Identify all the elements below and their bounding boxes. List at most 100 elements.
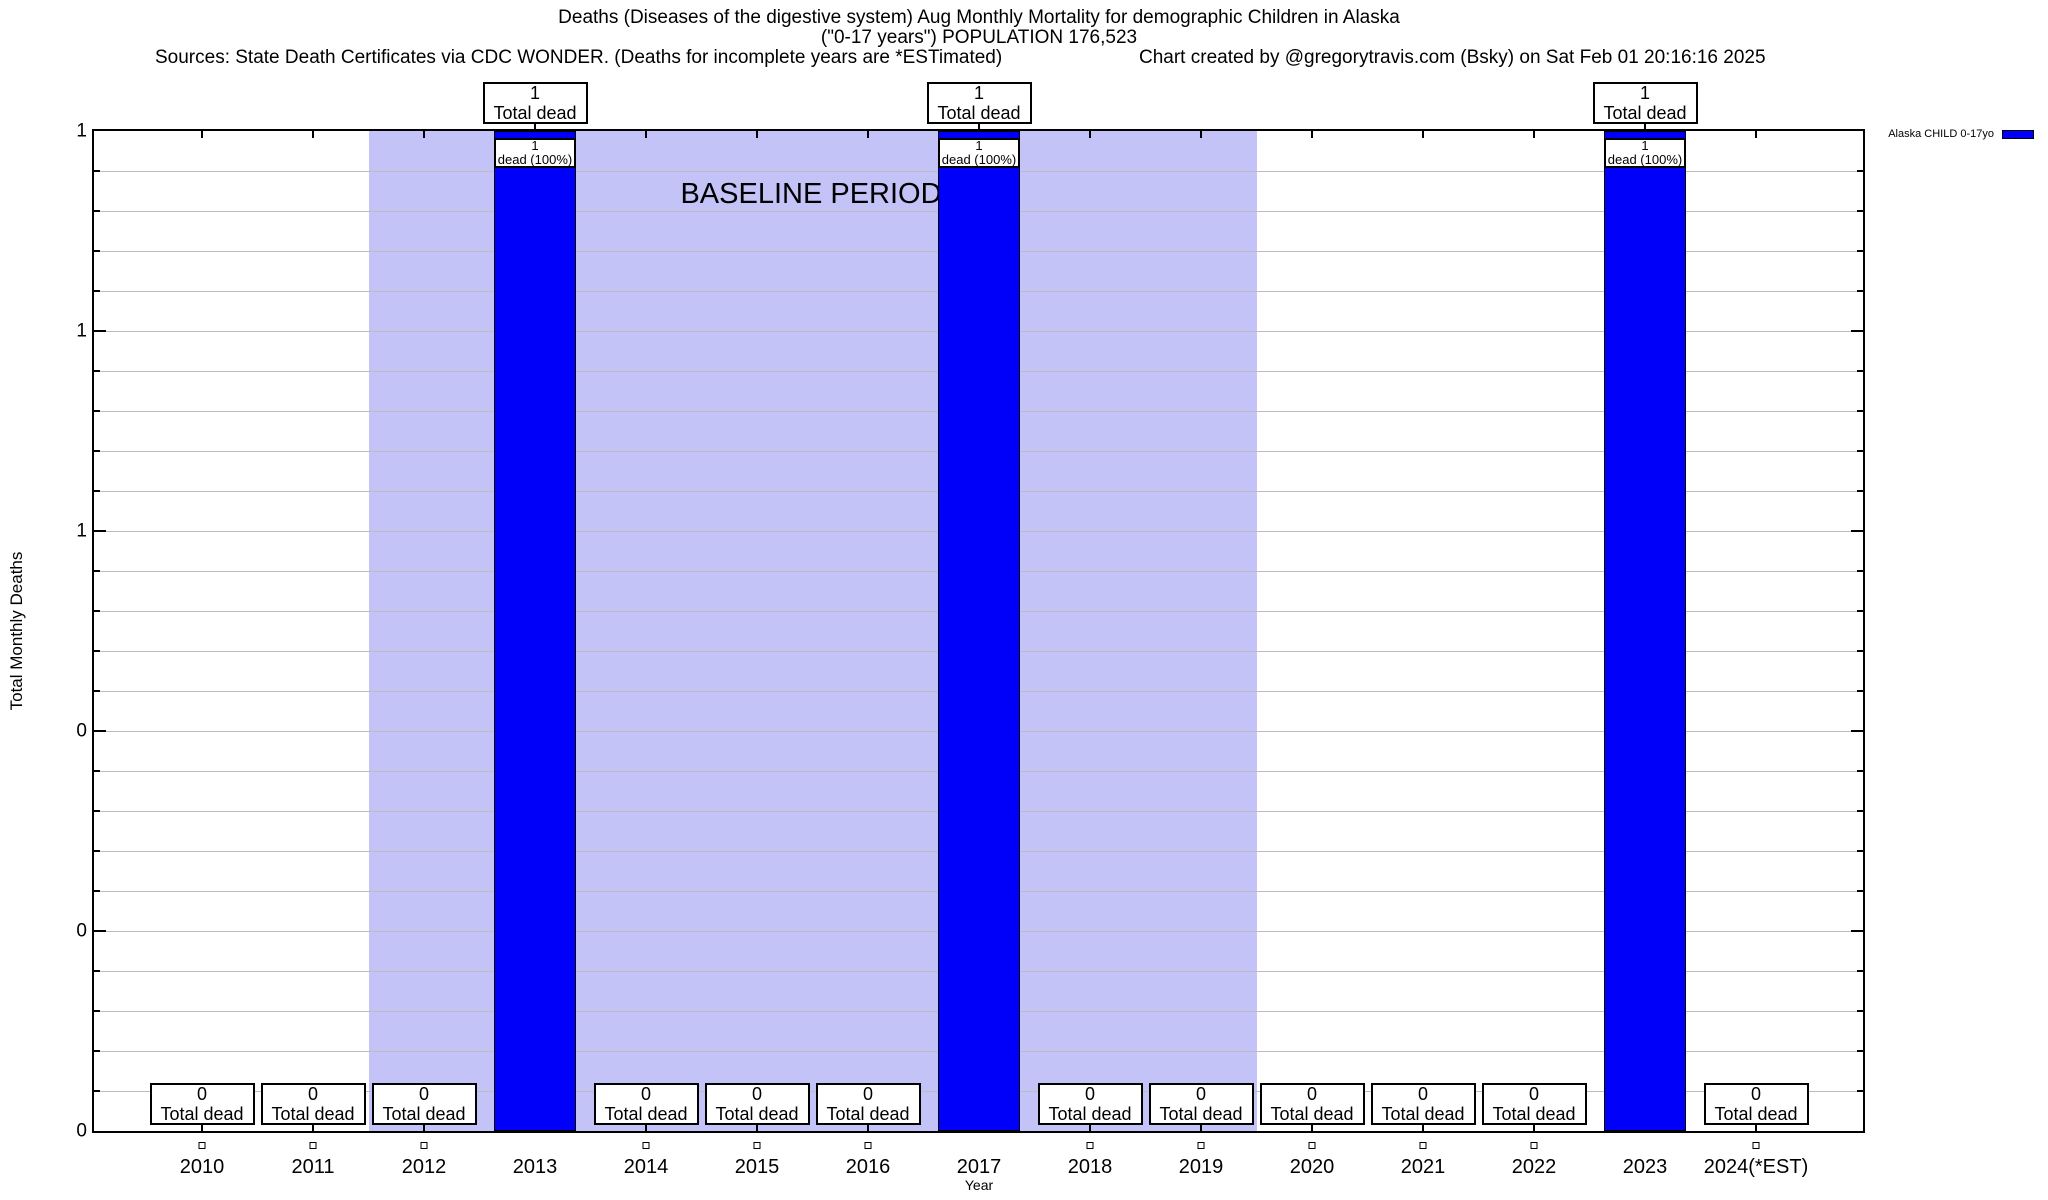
total-dead-box-2016: 0 Total dead [815,1083,921,1125]
box-whisker-2014 [645,1125,647,1131]
y-major-tick-left [94,930,106,932]
y-tick-label: 0 [76,920,87,942]
box-whisker-2019 [1200,1125,1202,1131]
total-dead-box-2014: 0 Total dead [593,1083,699,1125]
total-dead-count: 0 [640,1084,651,1104]
total-dead-count: 0 [1528,1084,1539,1104]
y-minor-tick-right [1857,690,1863,692]
y-minor-tick-left [94,570,100,572]
total-dead-box-2021: 0 Total dead [1370,1083,1476,1125]
box-whisker-2018 [1089,1125,1091,1131]
y-minor-tick-left [94,1050,100,1052]
x-tick-label-2022: 2022 [1511,1156,1557,1178]
total-dead-box-2024(*EST): 0 Total dead [1703,1083,1809,1125]
total-dead-count: 0 [1306,1084,1317,1104]
y-minor-tick-left [94,770,100,772]
y-tick-label: 1 [76,320,87,342]
y-minor-tick-right [1857,810,1863,812]
y-minor-tick-right [1857,1010,1863,1012]
box-whisker-2011 [312,1125,314,1131]
total-dead-count: 1 [1639,83,1650,103]
x-tick-top [423,131,425,138]
y-minor-tick-right [1857,210,1863,212]
y-minor-tick-left [94,410,100,412]
y-minor-tick-right [1857,970,1863,972]
x-tick-label-2020: 2020 [1289,1156,1335,1178]
y-minor-tick-right [1857,850,1863,852]
box-whisker-2023 [1644,124,1646,132]
bar-inner-label-box-2017: 1 dead (100%) [938,138,1020,168]
x-tick-top [1089,131,1091,138]
total-dead-label: Total dead [1714,1104,1798,1124]
total-dead-label: Total dead [271,1104,355,1124]
box-whisker-2022 [1533,1125,1535,1131]
y-minor-tick-right [1857,290,1863,292]
y-minor-tick-left [94,450,100,452]
zero-point-marker-2015 [753,1142,761,1149]
x-tick-label-2012: 2012 [401,1156,447,1178]
total-dead-label: Total dead [1159,1104,1243,1124]
y-major-tick-left [94,730,106,732]
zero-point-marker-2012 [420,1142,428,1149]
zero-point-marker-2021 [1419,1142,1427,1149]
legend-label: Alaska CHILD 0-17yo [1888,128,1994,140]
y-minor-tick-right [1857,890,1863,892]
total-dead-box-2019: 0 Total dead [1148,1083,1254,1125]
x-tick-label-2015: 2015 [734,1156,780,1178]
total-dead-box-2023: 1 Total dead [1592,82,1698,124]
bar-inner-label: dead (100%) [1607,152,1683,167]
total-dead-count: 1 [973,83,984,103]
box-whisker-2012 [423,1125,425,1131]
zero-point-marker-2018 [1086,1142,1094,1149]
zero-point-marker-2019 [1197,1142,1205,1149]
total-dead-label: Total dead [937,103,1021,123]
x-tick-label-2023: 2023 [1622,1156,1668,1178]
zero-point-marker-2024(*EST) [1752,1142,1760,1149]
y-major-tick-right [1851,930,1863,932]
y-minor-tick-left [94,370,100,372]
total-dead-count: 0 [418,1084,429,1104]
y-minor-tick-left [94,290,100,292]
zero-point-marker-2016 [864,1142,872,1149]
x-tick-label-2021: 2021 [1400,1156,1446,1178]
x-tick-label-2017: 2017 [956,1156,1002,1178]
bar-inner-label-box-2013: 1 dead (100%) [494,138,576,168]
x-tick-label-2011: 2011 [291,1156,335,1178]
box-whisker-2013 [534,124,536,132]
box-whisker-2020 [1311,1125,1313,1131]
total-dead-box-2015: 0 Total dead [704,1083,810,1125]
y-minor-tick-left [94,810,100,812]
x-axis-title: Year [964,1177,994,1193]
y-minor-tick-left [94,1010,100,1012]
y-tick-label: 1 [76,120,87,142]
total-dead-label: Total dead [382,1104,466,1124]
y-minor-tick-left [94,890,100,892]
total-dead-box-2020: 0 Total dead [1259,1083,1365,1125]
plot-area: BASELINE PERIOD 0 Total dead 0 Total dead 0 T… [92,129,1865,1133]
total-dead-count: 0 [196,1084,207,1104]
total-dead-box-2010: 0 Total dead [149,1083,255,1125]
y-minor-tick-left [94,650,100,652]
box-whisker-2024(*EST) [1755,1125,1757,1131]
total-dead-count: 0 [1084,1084,1095,1104]
y-minor-tick-left [94,170,100,172]
total-dead-label: Total dead [493,103,577,123]
total-dead-count: 1 [529,83,540,103]
bar-inner-count: 1 [531,138,539,153]
y-minor-tick-right [1857,410,1863,412]
y-minor-tick-left [94,850,100,852]
y-minor-tick-right [1857,450,1863,452]
y-major-tick-right [1851,330,1863,332]
y-minor-tick-right [1857,490,1863,492]
zero-point-marker-2014 [642,1142,650,1149]
x-tick-label-2013: 2013 [512,1156,558,1178]
y-minor-tick-right [1857,250,1863,252]
source-note: Sources: State Death Certificates via CD… [155,47,1003,68]
chart-title-line1: Deaths (Diseases of the digestive system… [558,7,1400,28]
y-major-tick-right [1851,530,1863,532]
x-tick-label-2024(*EST): 2024(*EST) [1703,1156,1809,1178]
y-tick-label: 0 [76,1120,87,1142]
zero-point-marker-2011 [309,1142,317,1149]
x-tick-top [1755,131,1757,138]
chart-title-line2: ("0-17 years") POPULATION 176,523 [820,27,1138,48]
